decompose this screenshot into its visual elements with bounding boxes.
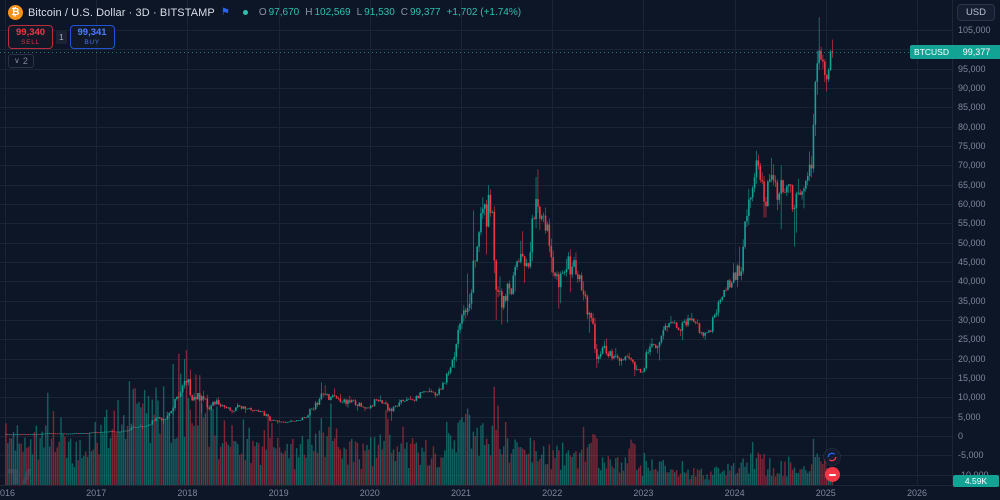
price-axis-label: 40,000: [958, 276, 986, 287]
time-axis-label: 2017: [86, 488, 107, 498]
ohlc-low-label: L: [356, 7, 363, 18]
time-axis-label: 2018: [177, 488, 198, 498]
change-value: +1,702 (+1.74%): [446, 7, 522, 18]
price-axis-label: 80,000: [958, 121, 986, 132]
price-axis-label: 65,000: [958, 179, 986, 190]
time-axis[interactable]: 2016 2017 2018 2019 2020 2021 2022 2023 2024 2025…: [0, 485, 1000, 500]
time-axis-label: 2026: [906, 488, 928, 498]
ohlc-open-label: O: [258, 7, 267, 18]
price-axis-label: 0: [958, 430, 964, 441]
ohlc-high-value: 102,569: [314, 7, 351, 18]
alert-badge-icon[interactable]: [824, 467, 840, 482]
ohlc-values: O 97,670 H 102,569 L 91,530 C 99,377 +1,702 …: [253, 7, 521, 18]
time-axis-label: 2020: [359, 488, 380, 498]
ohlc-close-label: C: [400, 7, 408, 18]
price-axis-label: 70,000: [958, 160, 986, 171]
buy-label: BUY: [84, 38, 100, 46]
sell-label: SELL: [21, 38, 40, 46]
price-axis-label: 25,000: [958, 334, 986, 345]
price-axis-label: 90,000: [958, 83, 986, 94]
time-axis-label: 2019: [268, 488, 289, 498]
price-axis-label: 20,000: [958, 353, 986, 364]
current-price-badge: BTCUSD 99,377: [910, 44, 1000, 59]
time-axis-label: 2025: [815, 488, 836, 498]
buy-button[interactable]: 99,341 BUY: [69, 25, 115, 50]
price-axis-label: 15,000: [958, 372, 986, 383]
bitcoin-logo-icon: ₿: [8, 5, 23, 20]
indicator-count: 2: [22, 56, 28, 67]
ohlc-high-label: H: [305, 7, 313, 18]
ohlc-low-value: 91,530: [364, 7, 395, 18]
price-axis-label: 95,000: [958, 63, 986, 74]
currency-unit-button[interactable]: USD: [956, 4, 995, 21]
last-price-label: 99,377: [953, 44, 1000, 59]
circular-arrows-icon[interactable]: [824, 449, 840, 465]
market-status-dot: [242, 10, 248, 15]
corner-widgets: [824, 449, 840, 482]
price-axis-label: 105,000: [958, 25, 991, 36]
time-axis-label: 2021: [450, 488, 472, 498]
price-axis-label: -5,000: [958, 450, 984, 461]
collapse-indicators-button[interactable]: ∨ 2: [8, 54, 34, 69]
price-axis[interactable]: 105,000100,00095,00090,00085,00080,00075…: [952, 0, 1000, 485]
symbol-badge: BTCUSD: [910, 44, 953, 59]
spread-value: 1: [56, 30, 67, 44]
price-axis-label: 50,000: [958, 237, 986, 248]
buy-price: 99,341: [77, 27, 107, 38]
time-axis-label: 2023: [633, 488, 654, 498]
sell-price: 99,340: [16, 27, 46, 38]
price-axis-label: 75,000: [958, 141, 986, 152]
time-axis-label: 2016: [0, 488, 16, 498]
tradingview-logo: [8, 466, 32, 489]
chart-legend: ₿ Bitcoin / U.S. Dollar · 3D · BITSTAMP …: [8, 5, 521, 69]
volume-value-badge: 4.59K: [953, 475, 999, 487]
ohlc-close-value: 99,377: [410, 7, 441, 18]
price-axis-label: 45,000: [958, 257, 986, 268]
sell-button[interactable]: 99,340 SELL: [8, 25, 54, 50]
price-axis-label: 55,000: [958, 218, 986, 229]
price-axis-label: 85,000: [958, 102, 986, 113]
price-axis-label: 5,000: [958, 411, 981, 422]
symbol-row: ₿ Bitcoin / U.S. Dollar · 3D · BITSTAMP …: [8, 5, 521, 20]
trade-buttons-row: 99,340 SELL 1 99,341 BUY: [8, 25, 521, 50]
price-chart-canvas[interactable]: [0, 0, 952, 485]
time-axis-label: 2024: [724, 488, 745, 498]
price-axis-label: 35,000: [958, 295, 986, 306]
chevron-down-icon: ∨: [14, 56, 20, 66]
price-axis-label: 10,000: [958, 392, 986, 403]
price-axis-label: -10,000: [958, 470, 989, 480]
symbol-title[interactable]: Bitcoin / U.S. Dollar · 3D · BITSTAMP: [28, 6, 215, 19]
time-axis-label: 2022: [542, 488, 563, 498]
price-axis-label: 30,000: [958, 314, 986, 325]
flag-icon[interactable]: ⚑: [220, 7, 230, 18]
ohlc-open-value: 97,670: [268, 7, 300, 18]
price-axis-label: 60,000: [958, 199, 986, 210]
